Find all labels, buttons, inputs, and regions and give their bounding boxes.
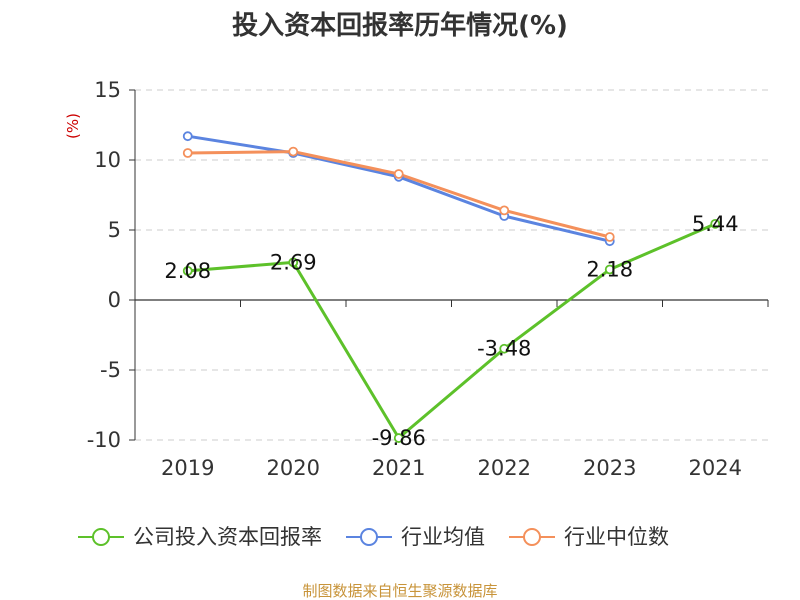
- y-tick-label: 0: [108, 288, 121, 312]
- x-tick-label: 2020: [267, 456, 320, 480]
- y-tick-label: 5: [108, 218, 121, 242]
- data-label: 2.69: [270, 250, 317, 274]
- data-point: [182, 131, 193, 142]
- data-point: [499, 205, 510, 216]
- series-points: [182, 131, 721, 443]
- legend: 公司投入资本回报率 行业均值 行业中位数: [78, 525, 669, 549]
- data-point: [393, 433, 404, 443]
- data-point: [288, 257, 299, 268]
- y-tick-label: -10: [87, 428, 121, 452]
- y-tick-label: 15: [94, 78, 121, 102]
- source-note: 制图数据来自恒生聚源数据库: [302, 582, 497, 600]
- chart-title: 投入资本回报率历年情况(%): [232, 10, 568, 41]
- data-labels: 2.08 2.69 -9.86 -3.48 2.18 5.44: [164, 212, 738, 450]
- y-tick-labels: 15 10 5 0 -5 -10: [87, 78, 121, 452]
- series-line: [187, 222, 716, 440]
- series-lines: [187, 134, 716, 440]
- legend-label: 行业均值: [401, 525, 485, 549]
- y-axis-unit: (%): [64, 113, 82, 139]
- legend-marker: [92, 528, 110, 546]
- legend-marker: [523, 528, 541, 546]
- x-tick-label: 2019: [161, 456, 214, 480]
- x-tick-label: 2021: [372, 456, 425, 480]
- data-point: [288, 146, 299, 157]
- legend-marker: [360, 528, 378, 546]
- data-point: [710, 218, 721, 229]
- data-label: -9.86: [372, 426, 426, 450]
- x-tick-label: 2023: [583, 456, 636, 480]
- data-label: -3.48: [477, 337, 531, 361]
- data-label: 5.44: [692, 212, 739, 236]
- data-point: [604, 264, 615, 275]
- data-label: 2.18: [586, 257, 633, 281]
- data-point: [499, 343, 510, 354]
- legend-label: 公司投入资本回报率: [133, 525, 322, 549]
- axes: [129, 89, 769, 441]
- series-line: [187, 150, 611, 239]
- x-tick-labels: 2019 2020 2021 2022 2023 2024: [161, 456, 742, 480]
- data-point: [182, 265, 193, 276]
- x-tick-label: 2022: [478, 456, 531, 480]
- data-point: [393, 169, 404, 179]
- data-point: [182, 148, 193, 158]
- y-tick-label: 10: [94, 148, 121, 172]
- y-tick-label: -5: [100, 358, 121, 382]
- data-label: 2.08: [164, 259, 211, 283]
- x-tick-label: 2024: [689, 456, 742, 480]
- data-point: [604, 232, 615, 242]
- legend-label: 行业中位数: [564, 525, 669, 549]
